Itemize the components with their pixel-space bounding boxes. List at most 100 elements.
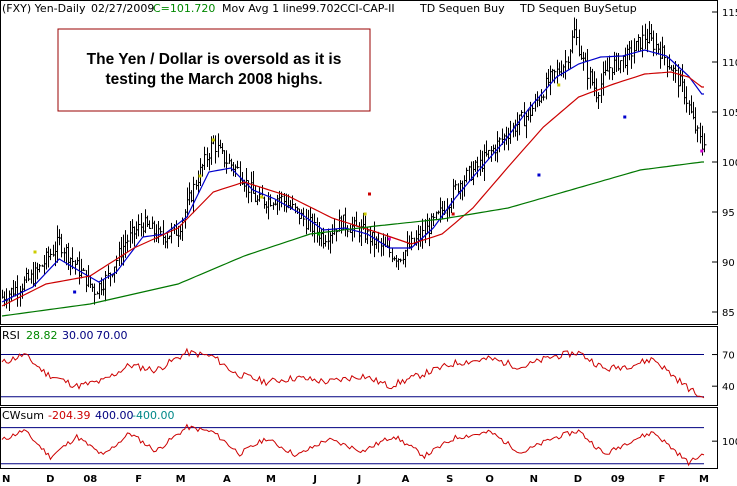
cwsum-value: -204.39 (48, 409, 90, 422)
ohlc-bar (704, 133, 707, 153)
ohlc-bar (325, 234, 328, 247)
setup-marker (317, 232, 321, 236)
month-label: D (46, 474, 54, 485)
header-date: 02/27/2009 (91, 2, 154, 15)
ohlc-bar (455, 180, 458, 190)
ohlc-bar (565, 50, 568, 80)
price-tick-label: 115 (722, 8, 737, 19)
ohlc-bar (6, 288, 9, 309)
setup-marker (211, 138, 215, 142)
header-symbol: (FXY) Yen-Daily (2, 2, 86, 15)
ohlc-bar (72, 247, 75, 270)
ohlc-bar (466, 167, 469, 183)
rsi-high: 70.00 (96, 329, 128, 342)
ohlc-bar (609, 55, 612, 80)
ohlc-bar (171, 222, 174, 244)
month-label: O (485, 474, 494, 485)
setup-marker (700, 149, 704, 153)
ohlc-bar (50, 248, 53, 261)
month-label: A (223, 474, 231, 485)
setup-marker (387, 237, 391, 241)
header-td-buy-setup: TD Sequen BuySetup (519, 2, 637, 15)
ohlc-bar (499, 137, 502, 153)
month-label: F (659, 474, 666, 485)
header-cci: CCI-CAP-II (340, 2, 395, 15)
td-setup-markers (33, 83, 704, 294)
ohlc-bar (521, 110, 524, 117)
header-mov-avg-value: 99.702 (302, 2, 341, 15)
ohlc-bar (248, 180, 251, 204)
ohlc-bar (642, 25, 645, 58)
price-tick-label: 100 (722, 158, 737, 169)
header-td-buy: TD Sequen Buy (419, 2, 505, 15)
ohlc-bar (94, 283, 97, 305)
ohlc-bar (389, 240, 392, 258)
ohlc-bar (400, 258, 403, 263)
setup-marker (451, 212, 455, 216)
ohlc-bar (587, 48, 590, 90)
ohlc-bar (477, 156, 480, 178)
cwsum-tick-label: 100 (722, 437, 737, 448)
month-label: M (699, 474, 709, 485)
price-tick-label: 90 (722, 258, 735, 269)
cwsum-label: CWsum (2, 409, 44, 422)
month-label: A (402, 474, 410, 485)
month-label: S (446, 474, 453, 485)
slow_ma-line (1, 161, 704, 317)
setup-marker (73, 290, 77, 294)
ohlc-bar (226, 150, 229, 174)
annotation-line-1: The Yen / Dollar is oversold as it is (87, 51, 342, 68)
ohlc-bar (193, 176, 196, 214)
cwsum-plot: 100 (1, 423, 737, 467)
ohlc-bar (204, 146, 207, 170)
cwsum-line (1, 423, 705, 467)
rsi-panel-frame (0, 326, 718, 406)
ohlc-bar (127, 234, 130, 252)
setup-marker (537, 173, 541, 177)
ohlc-bar (292, 195, 295, 210)
setup-marker (363, 212, 367, 216)
ohlc-bar (259, 186, 262, 202)
rsi-tick-label: 70 (722, 351, 735, 362)
month-label: 08 (83, 474, 97, 485)
setup-marker (198, 174, 202, 178)
ohlc-bar (105, 270, 108, 302)
ohlc-bar (598, 92, 601, 109)
ohlc-bar (138, 214, 141, 237)
ohlc-bar (39, 264, 42, 273)
mid_ma-line (1, 71, 704, 307)
header-mov-avg: Mov Avg 1 line (222, 2, 303, 15)
rsi-plot: 40 70 (1, 347, 735, 399)
ohlc-bar (167, 233, 170, 249)
ohlc-bar (631, 40, 634, 69)
month-label: N (2, 474, 10, 485)
rsi-low: 30.00 (62, 329, 94, 342)
ohlc-bar (28, 269, 31, 282)
header-close: C=101.720 (153, 2, 215, 15)
moving-averages (1, 49, 704, 317)
month-label: N (530, 474, 538, 485)
setup-marker (557, 83, 561, 87)
ohlc-bar (532, 104, 535, 116)
ohlc-bar (17, 275, 20, 307)
ohlc-bar (576, 18, 579, 46)
ohlc-bar (314, 213, 317, 243)
month-label: F (135, 474, 142, 485)
ohlc-bar (697, 125, 700, 143)
month-label: J (312, 474, 317, 485)
month-label: M (266, 474, 276, 485)
rsi-value: 28.82 (26, 329, 58, 342)
date-x-axis: N D 08 F M A M J J A S O N D 09 F M (2, 474, 709, 485)
fast_ma-line (1, 49, 704, 303)
rsi-label: RSI (2, 329, 20, 342)
cwsum-low: -400.00 (132, 409, 174, 422)
ohlc-bar (519, 114, 522, 136)
ohlc-bar (270, 194, 273, 207)
month-label: 09 (611, 474, 625, 485)
cwsum-high: 400.00 (95, 409, 134, 422)
ohlc-bar (149, 220, 152, 229)
price-tick-label: 105 (722, 108, 737, 119)
month-label: J (356, 474, 361, 485)
month-label: M (176, 474, 186, 485)
